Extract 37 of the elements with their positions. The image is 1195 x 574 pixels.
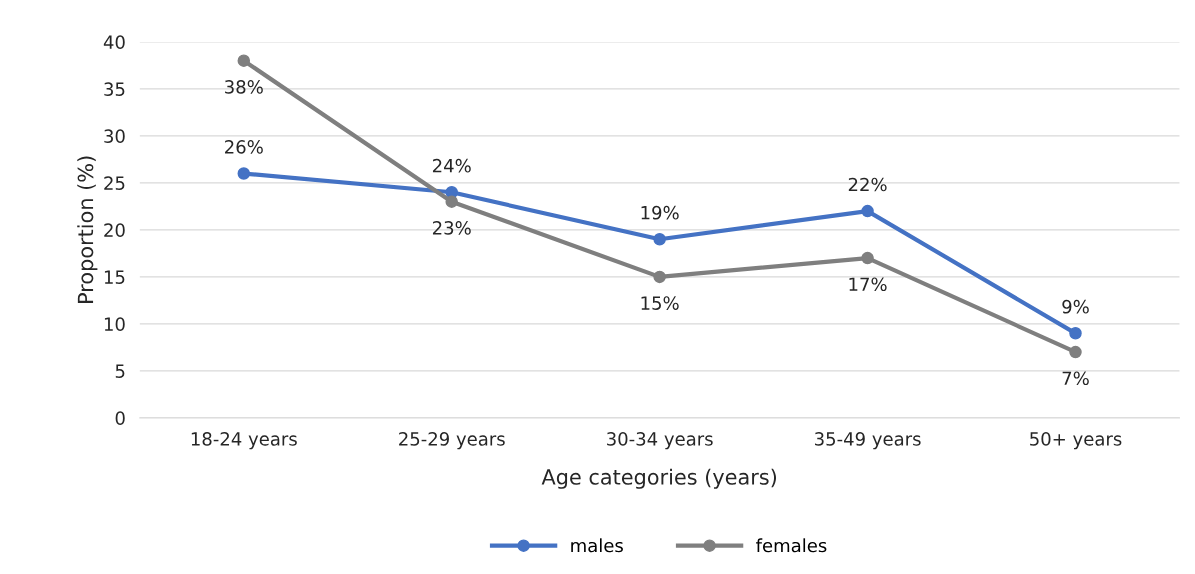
point: [1069, 327, 1082, 340]
data-label: 22%: [848, 177, 887, 192]
y-tick-label: 20: [104, 223, 125, 237]
point: [861, 204, 874, 218]
y-tick-label: 25: [104, 176, 125, 191]
y-tick-label: 0: [115, 411, 125, 425]
y-tick-label: 40: [103, 35, 125, 50]
point: [237, 54, 251, 67]
data-label: 9%: [1062, 299, 1089, 314]
data-label: 19%: [641, 205, 679, 220]
y-axis-title: Proportion (%): [77, 156, 98, 303]
point: [861, 251, 874, 265]
data-label: 17%: [849, 277, 887, 292]
legend-label: females: [756, 538, 827, 553]
point: [653, 270, 666, 284]
x-tick-label: 25-29 years: [399, 432, 505, 450]
x-tick-label: 35-49 years: [815, 432, 921, 450]
data-label: 15%: [641, 296, 679, 310]
y-tick-label: 5: [115, 364, 125, 378]
x-axis-title: Age categories (years): [541, 468, 777, 489]
data-label: 7%: [1062, 371, 1089, 386]
legend-label: males: [571, 538, 623, 553]
y-tick-label: 35: [104, 82, 125, 97]
point: [1069, 345, 1082, 359]
point: [445, 195, 458, 208]
y-tick-label: 10: [104, 317, 125, 331]
data-label: 38%: [225, 80, 263, 94]
point: [237, 167, 251, 180]
data-label: 26%: [225, 140, 263, 154]
x-tick-label: 30-34 years: [607, 432, 713, 450]
data-label: 24%: [432, 158, 471, 173]
y-tick-label: 15: [104, 270, 125, 284]
x-tick-label: 50+ years: [1030, 432, 1122, 450]
y-tick-label: 30: [104, 129, 125, 144]
data-label: 23%: [432, 221, 471, 235]
x-tick-label: 18-24 years: [191, 432, 297, 450]
point: [653, 233, 666, 246]
